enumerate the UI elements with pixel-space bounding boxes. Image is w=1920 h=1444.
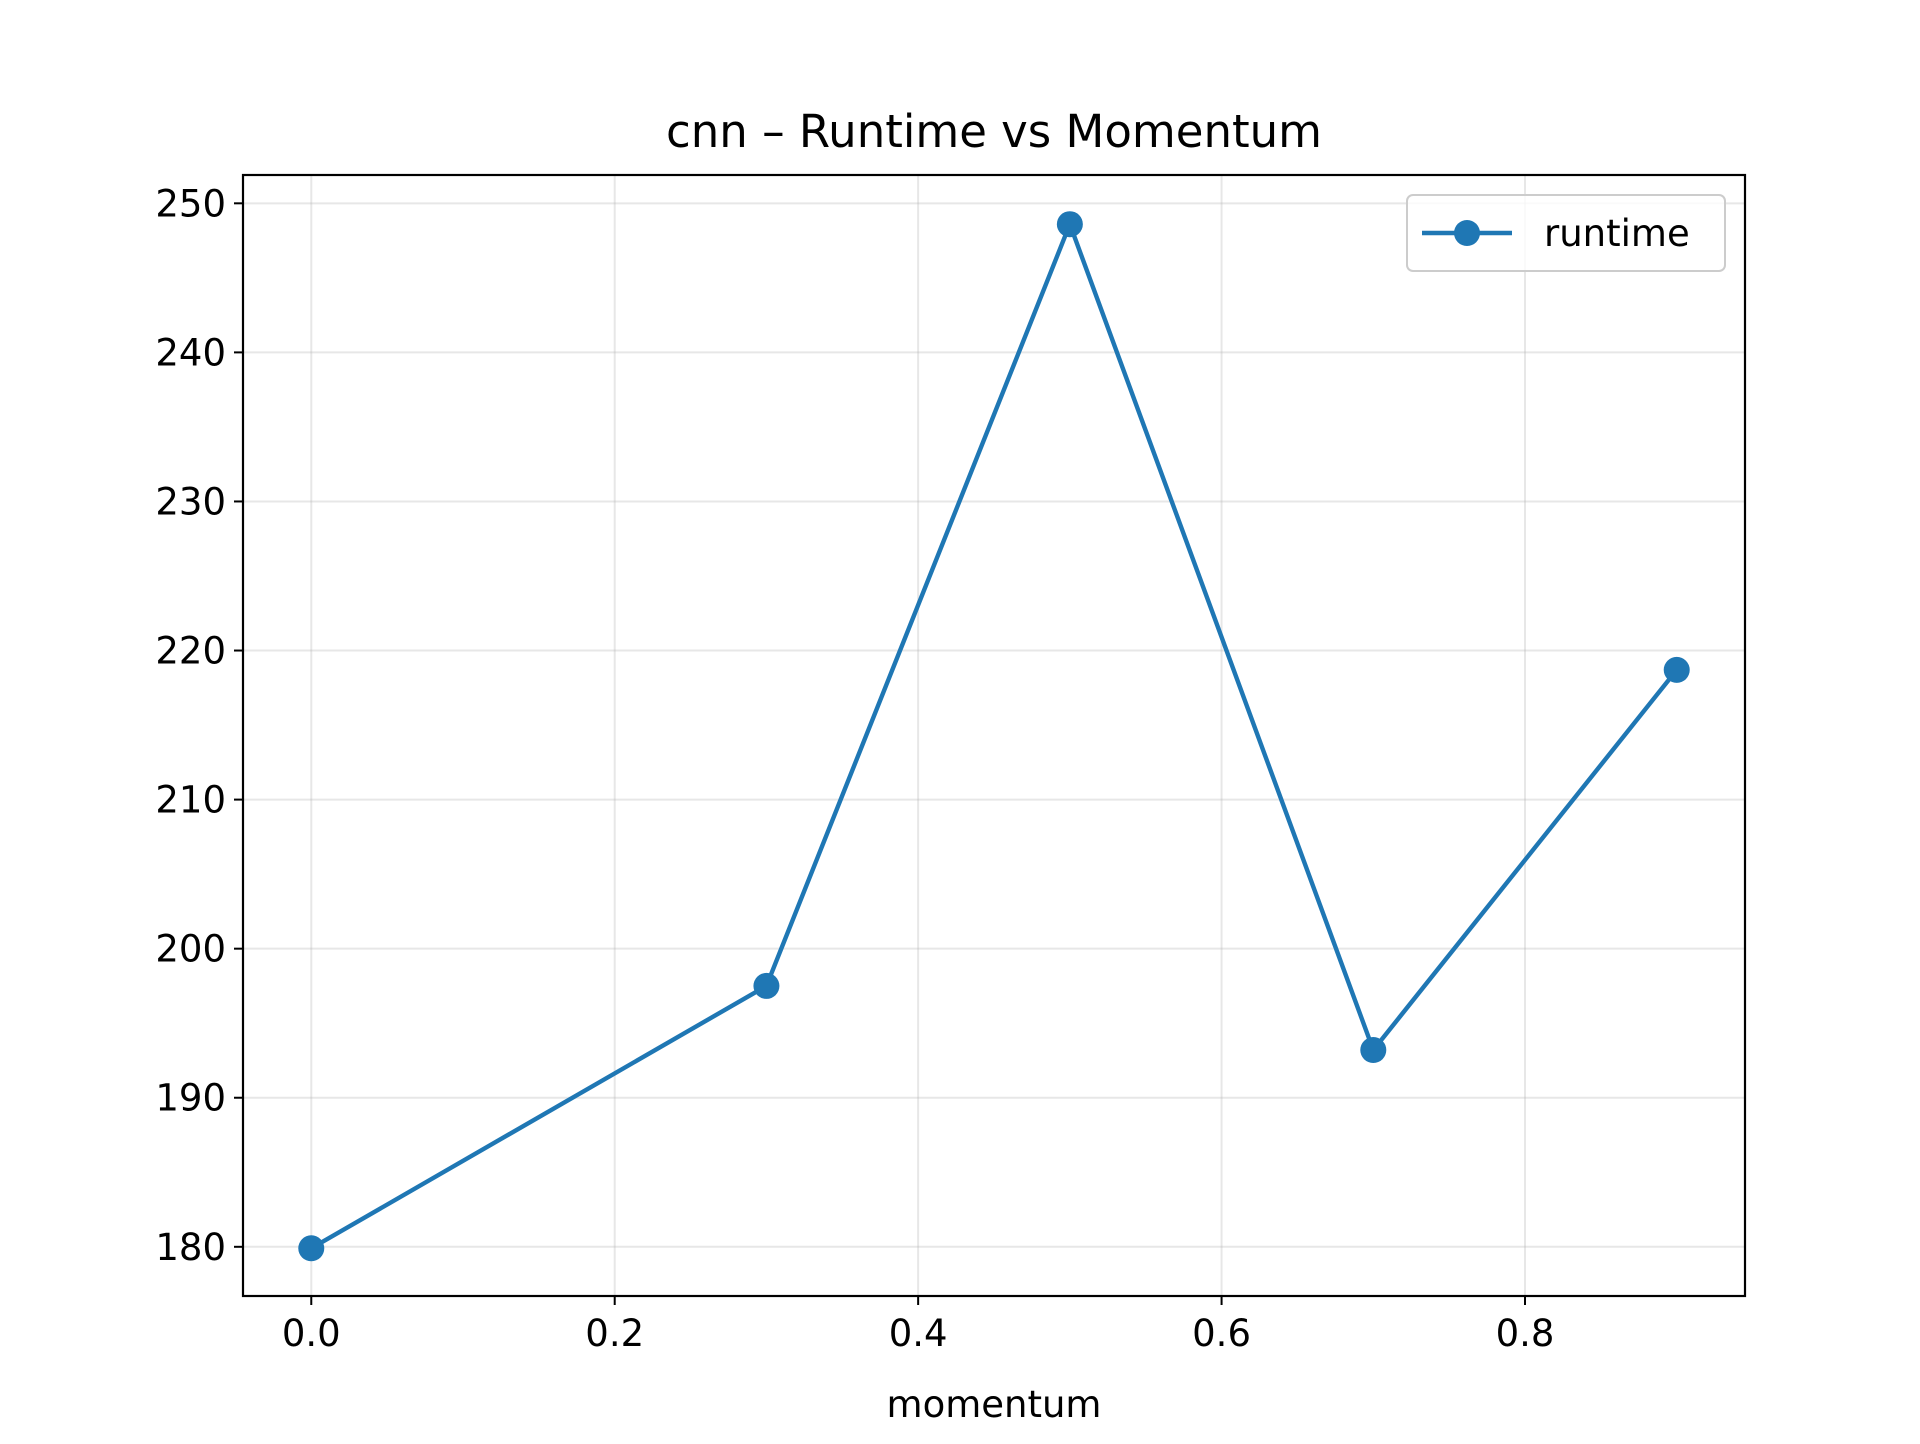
x-tick-label: 0.0 [282,1312,341,1355]
data-point [1360,1037,1387,1064]
chart-title: cnn – Runtime vs Momentum [666,105,1322,158]
axis-ticks: 0.0 0.2 0.4 0.6 0.8 180 190 200 210 220 230 240 250 [155,182,1554,1355]
x-tick-label: 0.4 [889,1312,948,1355]
x-tick-label: 0.6 [1192,1312,1251,1355]
y-tick-label: 180 [155,1226,226,1269]
y-tick-label: 210 [155,779,226,822]
grid-lines [243,175,1745,1296]
data-point [1056,211,1083,238]
series-layer [298,211,1690,1262]
data-point [753,972,780,999]
y-tick-label: 230 [155,480,226,523]
x-tick-label: 0.2 [585,1312,644,1355]
data-point [1663,656,1690,683]
legend-box [1406,194,1726,272]
y-tick-label: 240 [155,331,226,374]
legend: runtime [1406,194,1726,272]
x-tick-label: 0.8 [1496,1312,1555,1355]
x-axis-label: momentum [887,1383,1102,1426]
y-tick-label: 200 [155,928,226,971]
legend-point-marker [1454,220,1480,246]
data-point [298,1235,325,1262]
y-tick-label: 250 [155,182,226,225]
y-tick-label: 220 [155,630,226,673]
plot-frame [241,173,1747,1298]
y-tick-label: 190 [155,1077,226,1120]
legend-label-runtime: runtime [1544,212,1690,255]
